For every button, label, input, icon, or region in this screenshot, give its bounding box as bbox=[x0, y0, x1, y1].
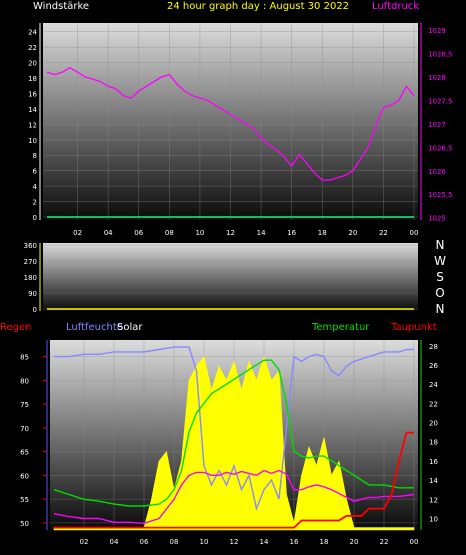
left-series-label: Solar bbox=[117, 322, 143, 333]
temperature-tick-label: 24 bbox=[429, 381, 438, 389]
x-tick-label: 02 bbox=[73, 229, 82, 237]
x-tick-label: 18 bbox=[320, 538, 329, 546]
x-tick-label: 18 bbox=[318, 229, 327, 237]
x-tick-label: 04 bbox=[104, 229, 113, 237]
right-tick-label: 1028 bbox=[428, 74, 446, 82]
temperature-tick-label: 14 bbox=[429, 477, 438, 485]
temperature-tick-label: 12 bbox=[429, 496, 438, 504]
right-tick-label: 1029 bbox=[428, 27, 446, 35]
x-tick-label: 02 bbox=[80, 538, 89, 546]
x-tick-label: 14 bbox=[260, 538, 269, 546]
direction-tick-label: 180 bbox=[24, 274, 37, 282]
right-tick-label: 1026,5 bbox=[428, 144, 453, 152]
temperature-tick-label: 16 bbox=[429, 458, 438, 466]
left-tick-label: 10 bbox=[28, 137, 37, 145]
luftfeuchte-line bbox=[54, 346, 414, 511]
left-tick-label: 20 bbox=[28, 60, 37, 68]
right-tick-label: 1027,5 bbox=[428, 97, 453, 105]
x-tick-label: 06 bbox=[134, 229, 143, 237]
x-tick-label: 16 bbox=[290, 538, 299, 546]
chart-title: 24 hour graph day : August 30 2022 bbox=[167, 1, 349, 12]
humidity-tick-label: 85 bbox=[20, 354, 29, 362]
x-tick-label: 22 bbox=[379, 229, 388, 237]
humidity-tick-label: 55 bbox=[20, 496, 29, 504]
left-tick-label: 22 bbox=[28, 44, 37, 52]
right-tick-label: 1026 bbox=[428, 168, 446, 176]
regen-line bbox=[54, 431, 414, 529]
left-tick-label: 12 bbox=[28, 121, 37, 129]
x-tick-label: 10 bbox=[195, 229, 204, 237]
temperatur-line bbox=[53, 359, 414, 507]
right-tick-label: 1025,5 bbox=[428, 191, 453, 199]
temperature-tick-label: 26 bbox=[429, 362, 438, 370]
temperature-tick-label: 28 bbox=[429, 343, 438, 351]
x-tick-label: 16 bbox=[287, 229, 296, 237]
temperature-tick-label: 10 bbox=[429, 515, 438, 523]
x-tick-label: 10 bbox=[200, 538, 209, 546]
compass-label: N bbox=[436, 302, 445, 316]
humidity-tick-label: 65 bbox=[20, 449, 29, 457]
compass-label: O bbox=[435, 286, 444, 300]
right-series-label: Taupunkt bbox=[390, 322, 437, 333]
temperature-tick-label: 18 bbox=[429, 439, 438, 447]
x-tick-label: 00 bbox=[410, 538, 419, 546]
x-tick-label: 06 bbox=[140, 538, 149, 546]
left-series-label: Regen bbox=[0, 322, 32, 333]
direction-tick-label: 0 bbox=[33, 306, 37, 314]
x-tick-label: 20 bbox=[350, 538, 359, 546]
humidity-tick-label: 75 bbox=[20, 401, 29, 409]
compass-label: N bbox=[436, 238, 445, 252]
taupunkt-line bbox=[53, 469, 415, 525]
x-tick-label: 08 bbox=[165, 229, 174, 237]
pressure-line bbox=[46, 66, 415, 181]
compass-label: S bbox=[436, 270, 444, 284]
left-series-label: Luftfeuchte bbox=[66, 322, 123, 333]
humidity-tick-label: 50 bbox=[20, 520, 29, 528]
direction-tick-label: 90 bbox=[28, 290, 37, 298]
x-tick-label: 08 bbox=[170, 538, 179, 546]
left-tick-label: 24 bbox=[28, 29, 37, 37]
x-tick-label: 14 bbox=[257, 229, 266, 237]
humidity-tick-label: 80 bbox=[20, 377, 29, 385]
right-tick-label: 1028,5 bbox=[428, 50, 453, 58]
right-series-label: Temperatur bbox=[311, 322, 370, 333]
direction-tick-label: 270 bbox=[24, 258, 37, 266]
x-tick-label: 04 bbox=[110, 538, 119, 546]
x-tick-label: 12 bbox=[226, 229, 235, 237]
left-tick-label: 6 bbox=[33, 168, 38, 176]
left-tick-label: 4 bbox=[33, 183, 38, 191]
left-tick-label: 0 bbox=[33, 214, 37, 222]
direction-tick-label: 360 bbox=[24, 242, 37, 250]
left-tick-label: 2 bbox=[33, 199, 37, 207]
right-tick-label: 1027 bbox=[428, 121, 446, 129]
x-tick-label: 12 bbox=[230, 538, 239, 546]
compass-label: W bbox=[434, 254, 446, 268]
left-tick-label: 14 bbox=[28, 106, 37, 114]
x-tick-label: 20 bbox=[348, 229, 357, 237]
left-tick-label: 18 bbox=[28, 75, 37, 83]
left-tick-label: 16 bbox=[28, 90, 37, 98]
temperature-tick-label: 20 bbox=[429, 420, 438, 428]
pressure-axis-label: Luftdruck bbox=[372, 1, 419, 12]
right-tick-label: 1025 bbox=[428, 215, 446, 223]
wind-axis-label: Windstärke bbox=[33, 1, 89, 12]
temperature-tick-label: 22 bbox=[429, 400, 438, 408]
x-tick-label: 22 bbox=[380, 538, 389, 546]
humidity-tick-label: 70 bbox=[20, 425, 29, 433]
humidity-tick-label: 60 bbox=[20, 472, 29, 480]
left-tick-label: 8 bbox=[33, 152, 37, 160]
x-tick-label: 00 bbox=[410, 229, 419, 237]
